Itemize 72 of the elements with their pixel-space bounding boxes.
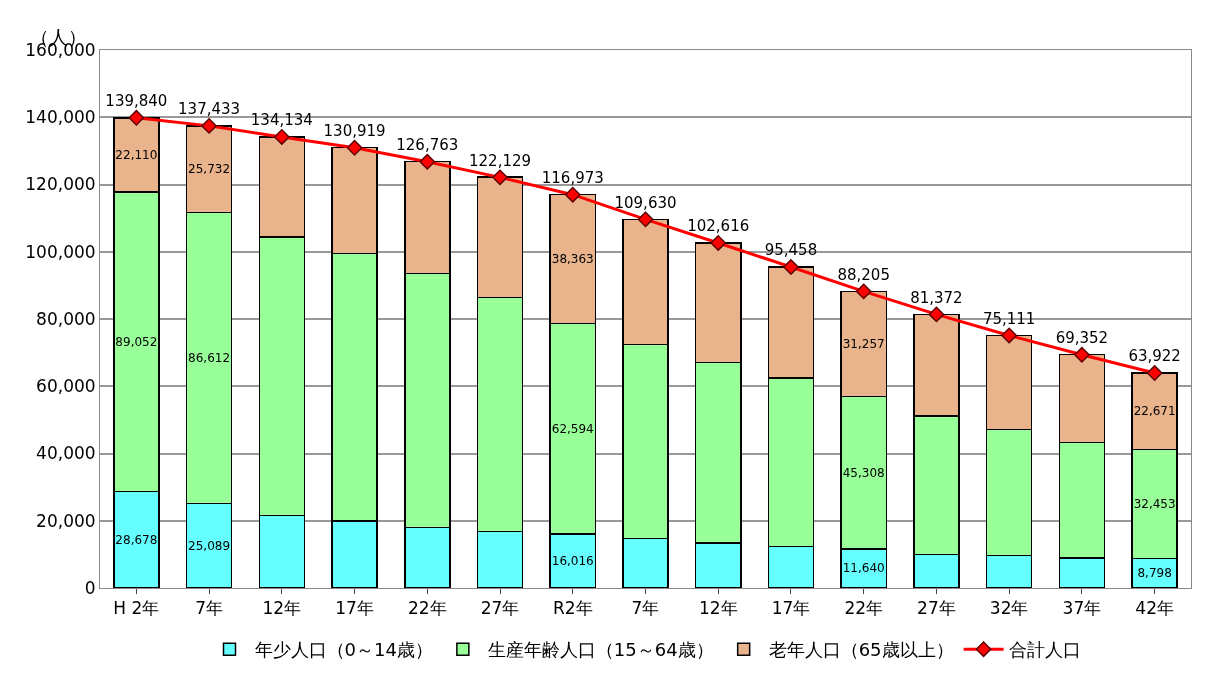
data-label: 38,363 — [551, 252, 594, 267]
x-tick-label: 32年 — [989, 598, 1029, 619]
data-label: 134,134 — [250, 111, 313, 130]
data-label: 63,922 — [1128, 347, 1181, 366]
point — [1074, 346, 1090, 363]
x-tick-label: 27年 — [917, 598, 956, 619]
data-label: 109,630 — [614, 193, 677, 212]
x-tick-label: 22年 — [844, 598, 884, 619]
data-label: 31,257 — [842, 336, 885, 351]
data-label: 16,016 — [551, 554, 594, 569]
y-tick-label: 20,000 — [36, 510, 96, 531]
data-label: 28,678 — [115, 532, 158, 547]
point — [783, 259, 799, 275]
data-label: 22,671 — [1133, 404, 1176, 419]
point — [855, 283, 872, 300]
data-label: 122,129 — [469, 151, 532, 170]
x-tick-label: 17年 — [771, 598, 811, 619]
data-label: 45,308 — [842, 465, 885, 480]
x-tick-label: 7年 — [195, 598, 224, 619]
x-tick-label: 12年 — [262, 598, 302, 619]
data-label: 137,433 — [178, 100, 241, 119]
data-label: 62,594 — [551, 421, 594, 436]
data-label: 32,453 — [1133, 496, 1176, 511]
data-label: 81,372 — [910, 288, 963, 307]
data-label: 11,640 — [842, 561, 885, 576]
x-tick-label: 22年 — [407, 598, 447, 619]
data-label: 130,919 — [323, 122, 386, 141]
data-label: 95,458 — [764, 241, 818, 260]
point — [128, 109, 145, 126]
point — [1146, 365, 1163, 381]
data-label: 8,798 — [1137, 566, 1172, 581]
data-label: 22,110 — [115, 147, 158, 162]
point — [419, 153, 436, 170]
x-tick-label: 37年 — [1062, 598, 1102, 619]
data-label: 88,205 — [837, 265, 890, 284]
y-tick-label: 100,000 — [25, 241, 96, 262]
data-label: 139,840 — [105, 92, 168, 111]
data-label: 25,732 — [188, 162, 231, 177]
data-label: 86,612 — [188, 351, 231, 366]
legend-label: 老年人口（65歳以上） — [768, 639, 954, 661]
point — [201, 117, 217, 134]
x-tick-label: 7年 — [631, 598, 660, 619]
point — [1001, 327, 1018, 344]
x-tick-label: 42年 — [1135, 598, 1174, 619]
legend-label: 合計人口 — [1008, 639, 1081, 661]
point — [273, 129, 290, 145]
x-tick-label: R2年 — [552, 598, 593, 619]
point — [564, 186, 581, 203]
x-tick-label: H 2年 — [113, 598, 160, 619]
x-tick-label: 12年 — [698, 598, 738, 619]
legend-label: 年少人口（0～14歳） — [254, 639, 433, 661]
data-label: 116,973 — [541, 169, 604, 188]
data-label: 126,763 — [396, 136, 459, 155]
y-tick-label: 120,000 — [25, 174, 96, 195]
data-label: 102,616 — [687, 217, 750, 236]
point — [637, 211, 654, 228]
data-label: 69,352 — [1055, 329, 1109, 348]
y-tick-label: 80,000 — [36, 308, 96, 329]
data-label: 75,111 — [982, 309, 1036, 328]
y-tick-label: 0 — [84, 577, 96, 598]
data-label: 89,052 — [115, 334, 158, 349]
x-tick-label: 17年 — [335, 598, 374, 619]
point — [710, 235, 727, 251]
y-tick-label: 140,000 — [25, 107, 96, 128]
data-label: 25,089 — [188, 538, 231, 553]
x-tick-label: 27年 — [480, 598, 520, 619]
y-tick-label: 40,000 — [36, 443, 96, 464]
y-tick-label: 60,000 — [36, 376, 96, 397]
point — [346, 139, 363, 156]
point — [492, 169, 508, 186]
point — [928, 306, 945, 323]
legend-label: 生産年齢人口（15～64歳） — [487, 639, 714, 661]
